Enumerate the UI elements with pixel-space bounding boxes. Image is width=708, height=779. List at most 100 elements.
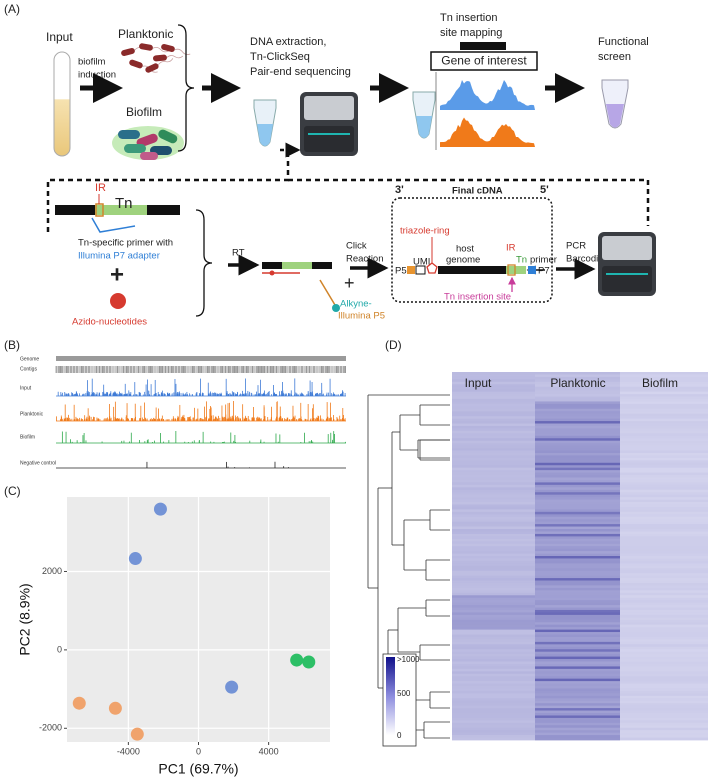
point [153, 502, 167, 516]
coverage [440, 79, 535, 110]
coverage [440, 117, 535, 147]
p5-block [407, 266, 415, 274]
heatmap-cell [535, 516, 620, 520]
heatmap-cell [620, 470, 708, 473]
heatmap-cell [535, 465, 620, 469]
step-label: Tn insertion [440, 12, 497, 24]
planktonic-cells [121, 43, 191, 73]
heatmap-cell [452, 516, 535, 520]
heatmap-cell [620, 737, 708, 741]
screen-liquid [606, 104, 624, 128]
heatmap-cell [620, 413, 708, 417]
heatmap-cell [535, 511, 620, 515]
heatmap-cell [620, 396, 708, 400]
track-label: Negative control [20, 460, 56, 466]
heatmap-cell [535, 690, 620, 694]
heatmap-cell [535, 372, 620, 375]
tn-label: Tn [115, 195, 133, 212]
heatmap-cell [535, 727, 620, 731]
heatmap-cell [535, 411, 620, 415]
heatmap-cell [452, 465, 535, 469]
heatmap-cell [620, 617, 708, 621]
heatmap-cell [620, 398, 708, 402]
insertion-label: Tn insertion site [444, 292, 511, 303]
heatmap-cell [452, 524, 535, 527]
heatmap-cell [620, 376, 708, 380]
heatmap-cell [535, 725, 620, 729]
heatmap-cell [620, 639, 708, 643]
point [108, 701, 122, 715]
heatmap-cell [535, 713, 620, 716]
heatmap-cell [535, 526, 620, 530]
genome-bar [56, 356, 346, 361]
tn-label: Tn [516, 255, 527, 266]
heatmap-cell [535, 499, 620, 503]
x-axis-label: PC1 (69.7%) [158, 761, 238, 777]
heatmap-cell [452, 492, 535, 496]
heatmap-cell [620, 575, 708, 579]
heatmap-cell [535, 673, 620, 677]
heatmap-cell [535, 450, 620, 454]
heatmap-cell [620, 423, 708, 427]
heatmap-cell [535, 560, 620, 564]
primer-label: primer [530, 255, 557, 266]
heatmap-cell [452, 467, 535, 471]
heatmap-cell [452, 408, 535, 412]
heatmap-cell [535, 376, 620, 380]
heatmap-cell [620, 384, 708, 388]
step-label: Functional [598, 36, 649, 48]
heatmap-cell [535, 384, 620, 388]
heatmap-cell [452, 499, 535, 503]
heatmap-cell [535, 617, 620, 621]
heatmap-cell [452, 683, 535, 687]
heatmap-cell [452, 401, 535, 405]
heatmap-cell [620, 504, 708, 508]
heatmap-cell [620, 452, 708, 456]
heatmap-cell [620, 688, 708, 692]
step-label: Tn-ClickSeq [250, 51, 310, 63]
heatmap-cell [452, 531, 535, 535]
heatmap-cell [535, 568, 620, 572]
tn-block [506, 266, 526, 274]
track-label: Contigs [20, 366, 37, 372]
heatmap-cell [452, 654, 535, 657]
cell [121, 47, 135, 57]
heatmap-cell [535, 396, 620, 400]
heatmap-cell [620, 553, 708, 557]
induction-label: induction [78, 70, 116, 81]
heatmap-cell [535, 715, 620, 719]
heatmap-cell [452, 686, 535, 689]
heatmap-cell [452, 720, 535, 724]
heatmap-cell [620, 529, 708, 532]
ir-label: IR [506, 243, 516, 254]
heatmap-cell [535, 472, 620, 476]
heatmap-cell [620, 457, 708, 461]
gene-label: Gene of interest [441, 54, 527, 68]
heatmap-cell [620, 455, 708, 459]
heatmap-cell [452, 438, 535, 442]
heatmap-cell [535, 592, 620, 596]
heatmap-cell [535, 492, 620, 496]
heatmap-cell [535, 676, 620, 680]
heatmap-cell [535, 440, 620, 444]
heatmap-cell [452, 629, 535, 633]
heatmap-cell [535, 659, 620, 662]
heatmap-cell [535, 703, 620, 707]
panel-label: (C) [4, 484, 21, 498]
step-label: Pair-end sequencing [250, 66, 351, 78]
heatmap-cell [535, 575, 620, 579]
heatmap-cell [452, 639, 535, 643]
y-tick-label: 2000 [42, 566, 62, 576]
heatmap-cell [535, 506, 620, 510]
point [302, 655, 316, 669]
heatmap-cell [535, 597, 620, 601]
heatmap-cell [452, 568, 535, 572]
heatmap-cell [452, 580, 535, 584]
tube-icon [412, 91, 436, 139]
heatmap-cell [620, 526, 708, 530]
heatmap-cell [620, 612, 708, 616]
heatmap-cell [452, 406, 535, 410]
heatmap-cell [620, 573, 708, 577]
heatmap-cell [535, 484, 620, 488]
heatmap-cell [620, 622, 708, 626]
